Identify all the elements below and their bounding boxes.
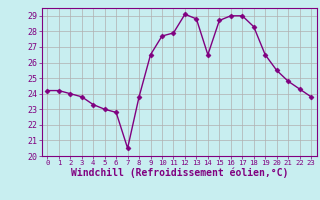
X-axis label: Windchill (Refroidissement éolien,°C): Windchill (Refroidissement éolien,°C) bbox=[70, 168, 288, 178]
